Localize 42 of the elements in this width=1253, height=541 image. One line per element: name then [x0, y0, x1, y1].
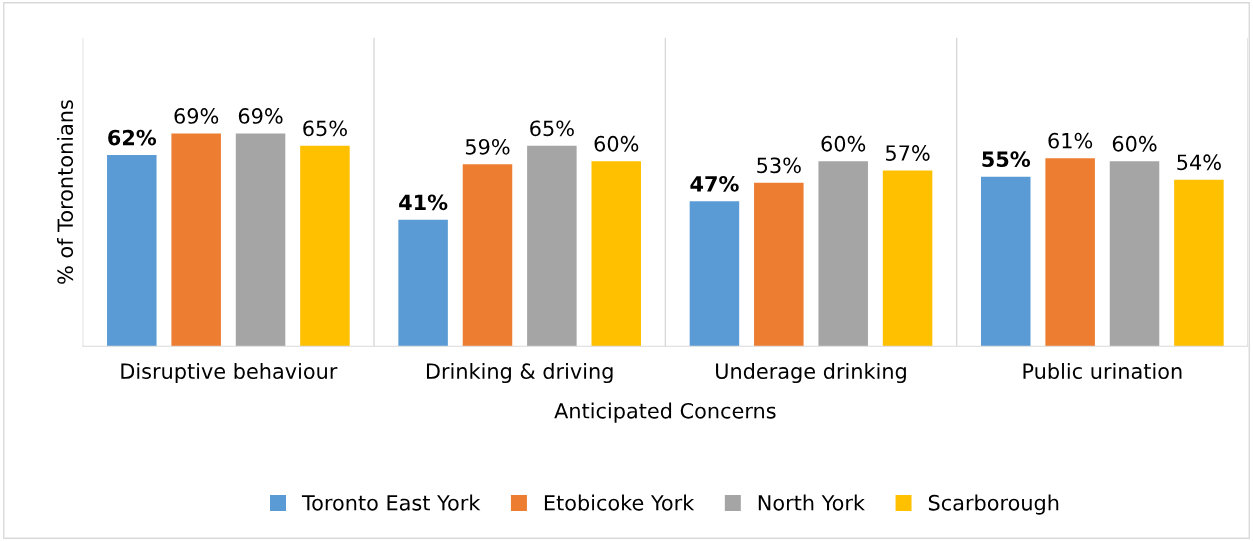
data-label: 60%: [821, 135, 866, 152]
x-tick-label: Public urination: [1023, 362, 1182, 380]
x-tick-label: Drinking & driving: [426, 362, 613, 384]
data-label: 54%: [1177, 154, 1221, 171]
bar: [754, 182, 804, 347]
data-label: 59%: [465, 138, 510, 155]
y-axis-title: % of Torontonians: [56, 100, 74, 284]
bar: [1045, 158, 1095, 347]
bar: [1174, 179, 1224, 347]
bar: [398, 219, 448, 347]
bar: [171, 133, 221, 347]
data-label: 57%: [886, 145, 930, 161]
bar: [107, 155, 157, 347]
x-tick-label: Underage drinking: [716, 362, 906, 384]
x-tick-label: Disruptive behaviour: [121, 362, 338, 384]
legend-label: Toronto East York: [301, 494, 481, 511]
data-label: 60%: [594, 135, 639, 152]
bar: [527, 145, 577, 347]
bar: [882, 170, 933, 347]
bar: [689, 201, 740, 347]
bar: [300, 145, 350, 347]
bar: [818, 161, 868, 347]
legend-label: Scarborough: [928, 494, 1059, 515]
data-label: 61%: [1048, 132, 1093, 149]
data-label: 53%: [757, 157, 801, 174]
legend-label: Etobicoke York: [544, 494, 695, 511]
data-label: 62%: [108, 129, 157, 146]
data-label: 69%: [238, 108, 283, 124]
data-label: 65%: [530, 120, 574, 137]
bar: [1109, 161, 1160, 347]
x-axis-title: Anticipated Concerns: [554, 402, 776, 423]
bar: [462, 164, 513, 347]
legend-label: North York: [758, 494, 865, 511]
bar: [980, 176, 1031, 347]
data-label: 55%: [982, 151, 1031, 168]
data-label: 65%: [303, 120, 347, 137]
bar: [235, 133, 286, 347]
bar: [591, 161, 642, 347]
data-label: 41%: [399, 194, 448, 211]
data-label: 47%: [690, 175, 739, 192]
data-label: 60%: [1112, 135, 1157, 152]
data-label: 69%: [174, 108, 219, 124]
